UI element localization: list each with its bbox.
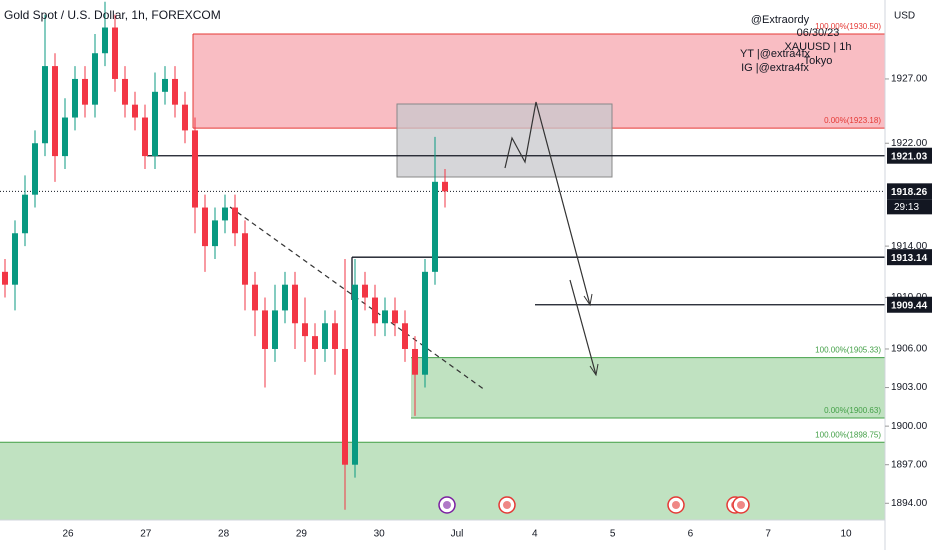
candle-body <box>332 323 338 349</box>
x-tick-label: 26 <box>62 529 74 540</box>
candle-body <box>32 143 38 195</box>
candle-body <box>72 78 78 118</box>
price-tag <box>887 183 932 200</box>
x-tick-label: 30 <box>374 529 386 540</box>
candle-body <box>372 297 378 324</box>
candle-body <box>112 27 118 79</box>
candle-body <box>132 104 138 118</box>
annotation: Tokyo <box>804 55 833 67</box>
event-icon-dot <box>672 501 680 509</box>
price-tag <box>887 147 932 164</box>
x-tick-label: 5 <box>610 529 616 540</box>
countdown-bg <box>887 199 932 215</box>
candle-body <box>432 181 438 272</box>
candle-body <box>322 323 328 349</box>
annotation: YT |@extra4fx <box>740 48 811 60</box>
candle-body <box>232 207 238 234</box>
zone-label: 100.00%(1930.50) <box>815 22 881 31</box>
arrow-head <box>589 363 599 377</box>
candle-body <box>12 233 18 285</box>
candle-body <box>302 323 308 337</box>
price-tag <box>887 296 932 313</box>
price-tag-label: 1913.14 <box>891 253 928 264</box>
candle-body <box>102 27 108 54</box>
candle-body <box>192 130 198 208</box>
candle-body <box>222 207 228 221</box>
candle-body <box>392 310 398 324</box>
event-icon-dot <box>503 501 511 509</box>
price-tag <box>887 249 932 266</box>
zone-label: 100.00%(1905.33) <box>815 346 881 355</box>
candle-body <box>142 117 148 157</box>
candle-body <box>62 117 68 157</box>
candle-body <box>242 233 248 285</box>
y-tick-label: 1927.00 <box>891 74 928 85</box>
candle-body <box>162 78 168 92</box>
price-axis <box>885 0 932 550</box>
candle-body <box>252 284 258 311</box>
candle-body <box>262 310 268 349</box>
x-tick-label: 10 <box>840 529 852 540</box>
y-tick-label: 1903.00 <box>891 382 928 393</box>
x-tick-label: 6 <box>688 529 694 540</box>
candle-body <box>282 284 288 311</box>
candle-body <box>352 284 358 465</box>
candle-body <box>292 284 298 324</box>
zone-label: 100.00%(1898.75) <box>815 430 881 439</box>
candle-body <box>92 53 98 105</box>
annotation: @Extraordy <box>751 14 810 26</box>
annotation: XAUUSD | 1h <box>784 41 851 53</box>
price-tag-label: 1909.44 <box>891 300 928 311</box>
candle-body <box>82 78 88 105</box>
annotation: 06/30/23 <box>797 27 840 39</box>
y-tick-label: 1922.00 <box>891 138 928 149</box>
y-tick-label: 1914.00 <box>891 241 928 252</box>
projection-path <box>569 279 597 376</box>
y-tick-label: 1897.00 <box>891 459 928 470</box>
candle-body <box>22 194 28 234</box>
zone-label: 0.00%(1923.18) <box>824 116 881 125</box>
candle-body <box>122 78 128 105</box>
candle-body <box>272 310 278 349</box>
candle-body <box>182 104 188 131</box>
event-icon-dot <box>737 501 745 509</box>
arrow-head <box>583 293 593 307</box>
zone-label: 0.00%(1900.63) <box>824 406 881 415</box>
y-tick-label: 1894.00 <box>891 498 928 509</box>
y-tick-label: 1906.00 <box>891 344 928 355</box>
x-tick-label: 7 <box>765 529 771 540</box>
candle-body <box>422 271 428 375</box>
candle-body <box>212 220 218 247</box>
candle-body <box>362 284 368 298</box>
projection-path <box>504 101 591 306</box>
x-tick-label: Jul <box>451 529 464 540</box>
candle-body <box>412 348 418 375</box>
price-tag-label: 1921.03 <box>891 151 928 162</box>
x-tick-label: 29 <box>296 529 308 540</box>
currency-label: USD <box>894 11 915 22</box>
projection-box <box>396 103 613 178</box>
countdown: 29:13 <box>894 202 919 213</box>
candle-body <box>382 310 388 324</box>
candle-body <box>172 78 178 105</box>
candle-body <box>202 207 208 247</box>
annotation: IG |@extra4fx <box>741 62 809 74</box>
candle-body <box>42 66 48 144</box>
chart-title: Gold Spot / U.S. Dollar, 1h, FOREXCOM <box>4 8 221 22</box>
price-tag-label: 1918.26 <box>891 187 928 198</box>
candle-body <box>312 336 318 349</box>
x-tick-label: 27 <box>140 529 152 540</box>
x-tick-label: 28 <box>218 529 230 540</box>
x-tick-label: 4 <box>532 529 538 540</box>
event-icon-dot <box>443 501 451 509</box>
candle-body <box>342 348 348 465</box>
y-tick-label: 1900.00 <box>891 421 928 432</box>
zone <box>411 357 885 419</box>
candle-body <box>442 181 448 192</box>
candle-body <box>52 66 58 157</box>
candle-body <box>2 271 8 285</box>
candle-body <box>402 323 408 349</box>
candle-body <box>152 91 158 157</box>
